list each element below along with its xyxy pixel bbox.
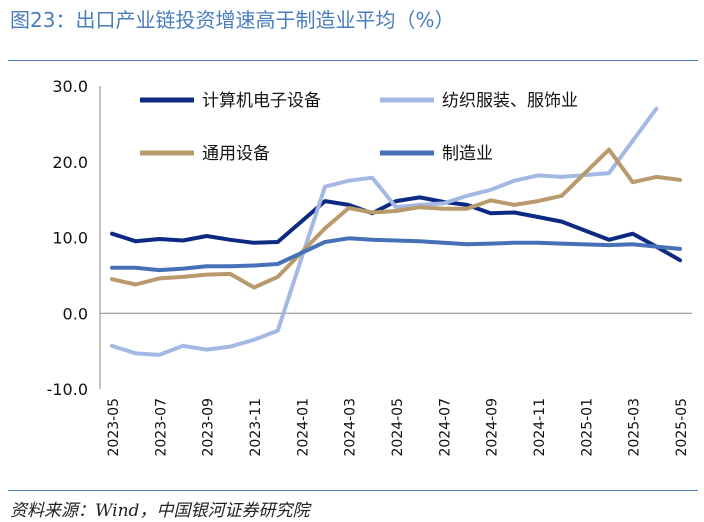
legend-label: 计算机电子设备 <box>202 91 321 111</box>
y-tick-label: -10.0 <box>47 380 88 399</box>
y-tick-label: 20.0 <box>52 153 88 172</box>
series-line-3 <box>110 236 682 273</box>
x-tick-label: 2024-11 <box>532 398 548 457</box>
x-tick-label: 2025-05 <box>674 398 690 457</box>
series-line-0 <box>110 195 682 263</box>
x-tick-label: 2023-11 <box>248 398 264 457</box>
x-tick-label: 2024-03 <box>343 398 359 457</box>
y-tick-label: 0.0 <box>63 304 88 323</box>
x-tick-label: 2023-09 <box>201 398 217 457</box>
bottom-divider <box>8 490 698 491</box>
x-tick-label: 2023-07 <box>153 398 169 457</box>
axes: -10.0 0.0 10.0 20.0 30.0 2023-05 2023-07 2023-0… <box>47 77 692 457</box>
source-note: 资料来源：Wind，中国银河证券研究院 <box>10 501 310 521</box>
x-tick-label: 2023-05 <box>106 398 122 457</box>
series-line-2 <box>110 147 682 290</box>
legend-label: 制造业 <box>442 144 493 164</box>
y-tick-label: 30.0 <box>52 77 88 96</box>
top-divider <box>8 60 698 61</box>
y-tick-label: 10.0 <box>52 229 88 248</box>
x-tick-label: 2024-05 <box>390 398 406 457</box>
x-tick-label: 2025-03 <box>627 398 643 457</box>
chart-title: 图23：出口产业链投资增速高于制造业平均（%） <box>10 8 455 32</box>
legend-label: 纺织服装、服饰业 <box>442 91 578 111</box>
legend-label: 通用设备 <box>202 144 270 164</box>
x-tick-label: 2024-09 <box>485 398 501 457</box>
series-lines <box>110 106 682 357</box>
x-tick-label: 2025-01 <box>579 398 595 457</box>
x-tick-label: 2024-07 <box>437 398 453 457</box>
series-line-1 <box>110 106 659 357</box>
x-tick-label: 2024-01 <box>295 398 311 457</box>
